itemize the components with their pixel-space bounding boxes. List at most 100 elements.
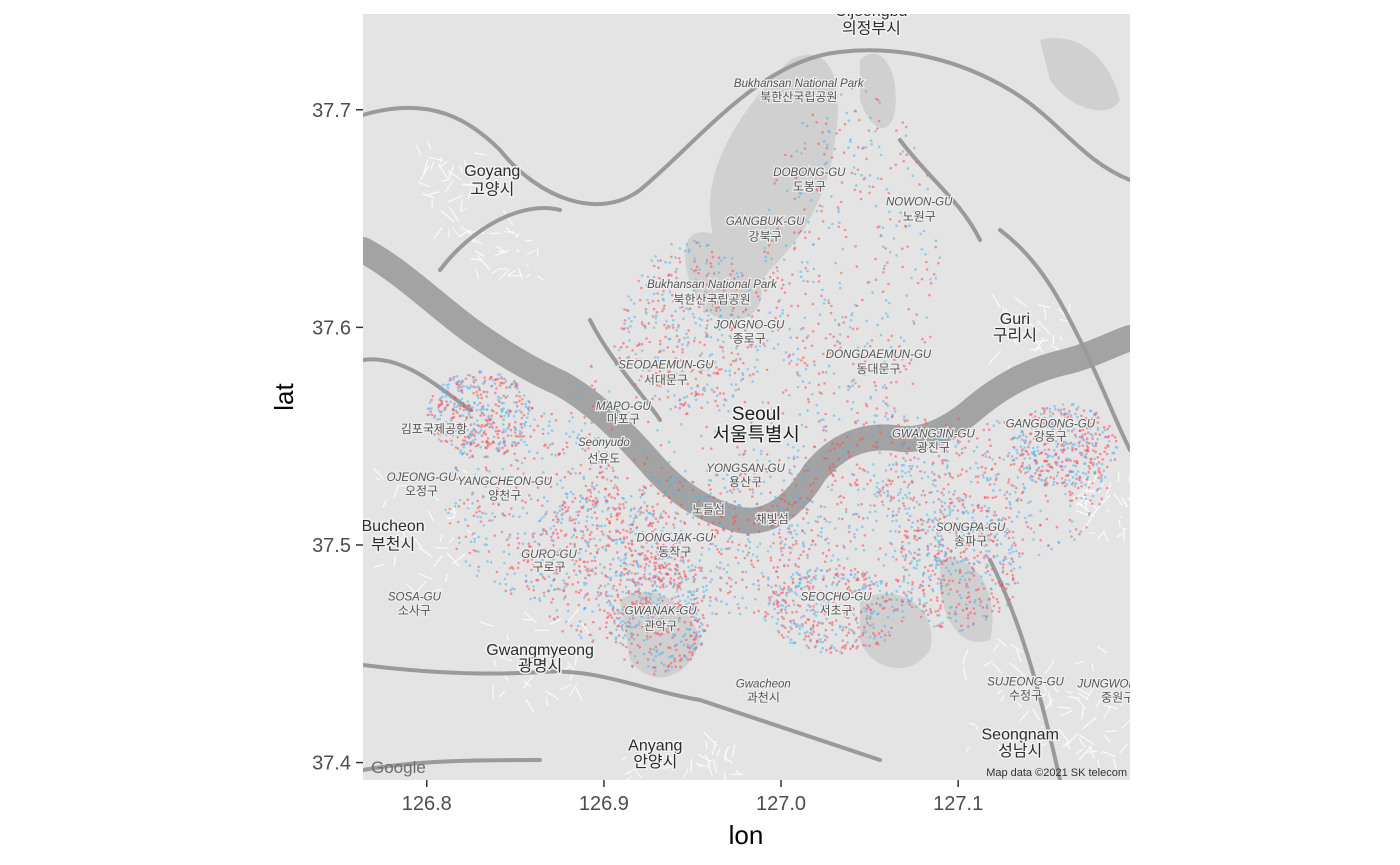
data-point <box>812 608 815 612</box>
data-point <box>1037 466 1041 470</box>
data-point <box>937 497 941 501</box>
data-point <box>911 464 914 468</box>
data-point <box>1054 460 1057 464</box>
data-point <box>918 599 922 603</box>
data-point <box>833 646 836 650</box>
data-point <box>646 658 650 661</box>
data-point <box>598 627 602 630</box>
data-point <box>611 609 615 612</box>
data-point <box>983 504 987 508</box>
data-point <box>651 476 655 479</box>
data-point <box>902 339 906 343</box>
data-point <box>746 538 750 541</box>
data-point <box>784 608 787 612</box>
data-point <box>960 530 963 533</box>
data-point <box>1045 435 1048 439</box>
data-point <box>693 648 697 652</box>
data-point <box>831 469 835 472</box>
data-point <box>1087 486 1091 489</box>
data-point <box>1034 462 1038 466</box>
data-point <box>1113 435 1117 439</box>
data-point <box>839 333 842 336</box>
data-point <box>1049 476 1052 479</box>
data-point <box>777 300 780 303</box>
data-point <box>662 576 665 580</box>
data-point <box>718 500 722 503</box>
data-point <box>555 609 559 612</box>
data-point <box>561 507 564 511</box>
data-point <box>514 420 517 424</box>
data-point <box>913 551 917 555</box>
data-point <box>756 459 759 462</box>
data-point <box>748 374 752 377</box>
data-point <box>552 617 556 620</box>
data-point <box>902 159 905 163</box>
data-point <box>682 570 686 573</box>
data-point <box>1026 525 1030 529</box>
data-point <box>896 493 900 497</box>
data-point <box>649 521 652 525</box>
data-point <box>879 333 883 337</box>
data-point <box>579 529 582 533</box>
data-point <box>687 329 690 332</box>
data-point <box>695 496 698 499</box>
data-point <box>561 630 564 633</box>
data-point <box>904 553 908 557</box>
data-point <box>674 405 677 409</box>
data-point <box>1099 452 1102 456</box>
data-point <box>662 360 665 364</box>
data-point <box>1041 465 1044 468</box>
data-point <box>816 624 819 627</box>
data-point <box>803 208 806 211</box>
data-point <box>584 576 587 580</box>
data-point <box>1003 555 1007 559</box>
data-point <box>730 383 733 386</box>
data-point <box>631 613 634 617</box>
data-point <box>827 541 830 545</box>
data-point <box>886 418 890 421</box>
data-point <box>679 306 682 310</box>
data-point <box>576 513 580 517</box>
data-point <box>941 600 944 603</box>
data-point <box>452 415 456 419</box>
data-point <box>800 359 803 362</box>
data-point <box>703 389 707 393</box>
data-point <box>1043 409 1046 412</box>
data-point <box>684 249 687 253</box>
data-point <box>1081 471 1085 475</box>
data-point <box>801 339 805 343</box>
data-point <box>927 619 931 622</box>
data-point <box>459 433 462 436</box>
data-point <box>869 139 873 142</box>
data-point <box>797 231 801 235</box>
data-point <box>972 607 976 610</box>
data-point <box>526 416 529 420</box>
data-point <box>440 399 444 403</box>
data-point <box>658 621 661 625</box>
data-point <box>888 633 891 637</box>
data-point <box>1086 446 1090 450</box>
data-point <box>653 612 657 616</box>
data-point <box>691 368 695 372</box>
data-point <box>669 577 673 580</box>
data-point <box>903 480 906 484</box>
data-point <box>810 489 813 493</box>
data-point <box>472 514 476 517</box>
data-point <box>801 623 804 626</box>
data-point <box>942 493 945 497</box>
data-point <box>736 405 739 409</box>
data-point <box>766 550 770 553</box>
data-point <box>766 612 770 616</box>
data-point <box>520 422 523 426</box>
data-point <box>879 494 882 497</box>
data-point <box>957 602 961 606</box>
data-point <box>579 557 582 561</box>
data-point <box>631 601 634 604</box>
data-point <box>578 500 582 504</box>
data-point <box>677 488 681 492</box>
data-point <box>591 481 594 485</box>
data-point <box>1071 449 1074 452</box>
data-point <box>441 390 445 394</box>
data-point <box>789 575 793 579</box>
data-point <box>1007 548 1011 552</box>
